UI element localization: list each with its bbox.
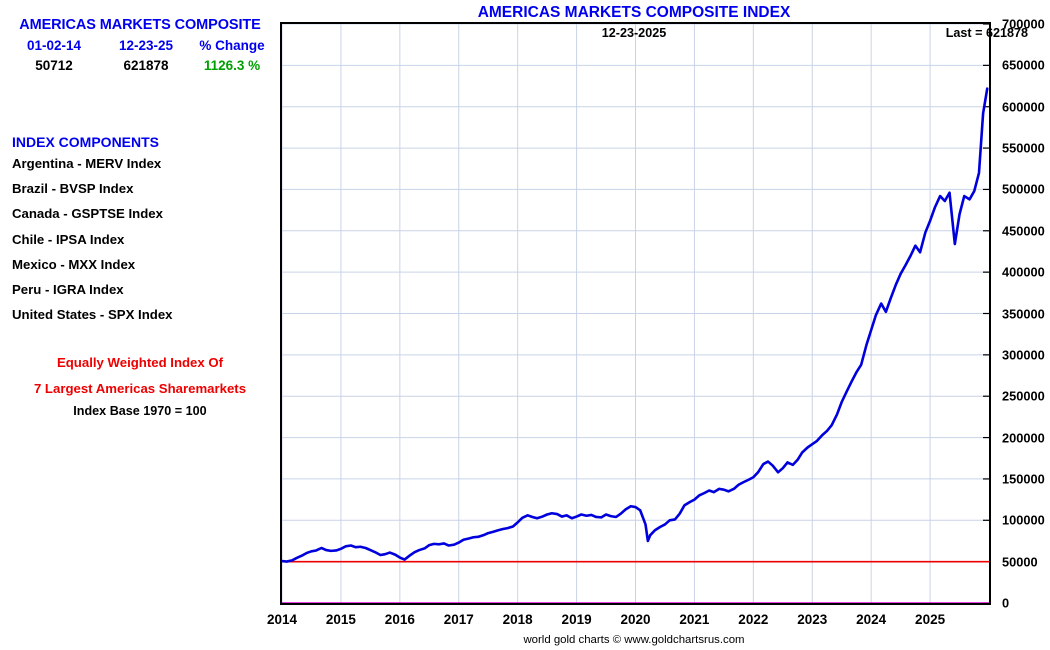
summary-change-header: % Change: [199, 38, 265, 53]
x-axis-tick-label: 2017: [443, 612, 474, 627]
index-line-chart: [282, 24, 989, 603]
x-axis-tick-label: 2018: [502, 612, 533, 627]
y-axis-tick-label: 250000: [1002, 388, 1045, 404]
x-axis-tick-label: 2020: [620, 612, 651, 627]
info-panel: AMERICAS MARKETS COMPOSITE 01-02-14 12-2…: [0, 0, 276, 650]
summary-value-row: 50712 621878 1126.3 %: [8, 58, 272, 73]
list-item: Peru - IGRA Index: [12, 281, 124, 297]
y-axis-tick-label: 200000: [1002, 430, 1045, 446]
chart-series-line: [282, 87, 989, 563]
chart-title: AMERICAS MARKETS COMPOSITE INDEX: [477, 4, 791, 21]
list-item: Mexico - MXX Index: [12, 256, 136, 272]
plot-area: [280, 22, 991, 605]
summary-end-value: 621878: [123, 58, 169, 73]
chart-region: AMERICAS MARKETS COMPOSITE INDEX 12-23-2…: [267, 0, 1050, 650]
y-axis-tick-label: 50000: [1002, 554, 1038, 570]
summary-end-date-header: 12-23-25: [118, 38, 174, 53]
x-axis-tick-label: 2016: [384, 612, 415, 627]
y-axis-tick-label: 0: [1002, 595, 1010, 611]
y-axis-tick-label: 450000: [1002, 223, 1045, 239]
y-axis-tick-label: 650000: [1002, 57, 1045, 73]
footer-credit: world gold charts © www.goldchartsrus.co…: [523, 634, 745, 646]
y-axis-tick-label: 100000: [1002, 512, 1045, 528]
summary-change-value: 1126.3 %: [203, 58, 261, 73]
summary-title: AMERICAS MARKETS COMPOSITE: [19, 17, 261, 33]
x-axis-tick-label: 2025: [915, 612, 946, 627]
y-axis-tick-label: 300000: [1002, 347, 1045, 363]
x-axis-tick-label: 2019: [561, 612, 592, 627]
note-line-3: Index Base 1970 = 100: [73, 404, 207, 418]
y-axis-tick-label: 700000: [1002, 16, 1045, 32]
y-axis-tick-label: 350000: [1002, 306, 1045, 321]
y-axis-tick-label: 500000: [1002, 181, 1045, 197]
y-axis-tick-label: 550000: [1002, 140, 1045, 156]
list-item: Brazil - BVSP Index: [12, 181, 134, 197]
x-axis-tick-label: 2024: [856, 612, 887, 627]
list-item: Argentina - MERV Index: [12, 156, 162, 171]
chart-reference-lines: [282, 560, 989, 603]
y-axis-tick-label: 150000: [1002, 471, 1045, 487]
note-line-2: 7 Largest Americas Sharemarkets: [33, 381, 247, 396]
index-components-list: Argentina - MERV Index Brazil - BVSP Ind…: [12, 155, 272, 331]
x-axis-tick-label: 2021: [679, 612, 710, 627]
chart-last-value-label: Last = 621878: [945, 26, 1028, 40]
index-components-title: INDEX COMPONENTS: [12, 134, 160, 150]
y-axis-tick-label: 600000: [1002, 99, 1045, 115]
chart-gridlines: [282, 24, 989, 603]
x-axis-tick-label: 2022: [738, 612, 769, 627]
summary-start-value: 50712: [35, 58, 73, 73]
list-item: Chile - IPSA Index: [12, 231, 125, 247]
note-line-1: Equally Weighted Index Of: [56, 355, 224, 370]
list-item: United States - SPX Index: [12, 307, 173, 323]
x-axis-tick-label: 2023: [797, 612, 828, 627]
summary-start-date-header: 01-02-14: [26, 38, 82, 53]
x-axis-tick-label: 2014: [266, 612, 298, 627]
list-item: Canada - GSPTSE Index: [12, 206, 163, 222]
x-axis-tick-label: 2015: [325, 612, 356, 627]
y-axis-tick-label: 400000: [1002, 264, 1045, 280]
summary-header-row: 01-02-14 12-23-25 % Change: [8, 38, 272, 53]
